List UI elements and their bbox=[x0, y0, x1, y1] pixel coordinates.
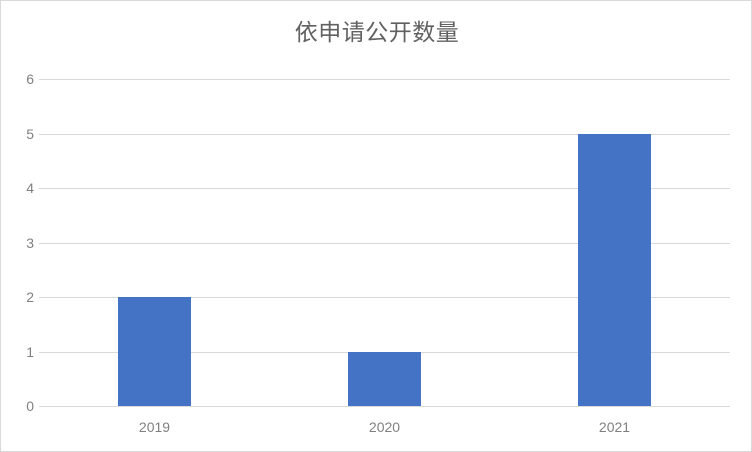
y-tick-label: 0 bbox=[26, 398, 34, 414]
chart-title: 依申请公开数量 bbox=[294, 19, 460, 45]
x-tick-label-2020: 2020 bbox=[368, 419, 401, 435]
gridline-5 bbox=[39, 133, 730, 135]
y-tick-label: 2 bbox=[26, 289, 34, 305]
y-tick-label: 3 bbox=[26, 234, 34, 251]
gridline-3 bbox=[39, 242, 730, 244]
y-tick-label: 5 bbox=[26, 125, 34, 142]
y-tick-label: 4 bbox=[26, 180, 34, 196]
bar-2019[interactable] bbox=[117, 297, 191, 406]
y-tick-label: 6 bbox=[26, 71, 34, 87]
x-tick-label-2021: 2021 bbox=[598, 419, 631, 435]
gridline-4 bbox=[39, 188, 730, 189]
gridline-0 bbox=[39, 406, 730, 407]
bar-2021[interactable] bbox=[578, 133, 652, 406]
bar-2020[interactable] bbox=[348, 351, 421, 406]
bars-layer bbox=[39, 79, 730, 406]
y-axis: 6 5 4 3 2 1 0 bbox=[1, 1, 34, 451]
gridline-2 bbox=[39, 297, 730, 298]
y-tick-label: 1 bbox=[26, 343, 34, 360]
gridline-6 bbox=[39, 79, 730, 80]
x-tick-label-2019: 2019 bbox=[138, 419, 171, 435]
